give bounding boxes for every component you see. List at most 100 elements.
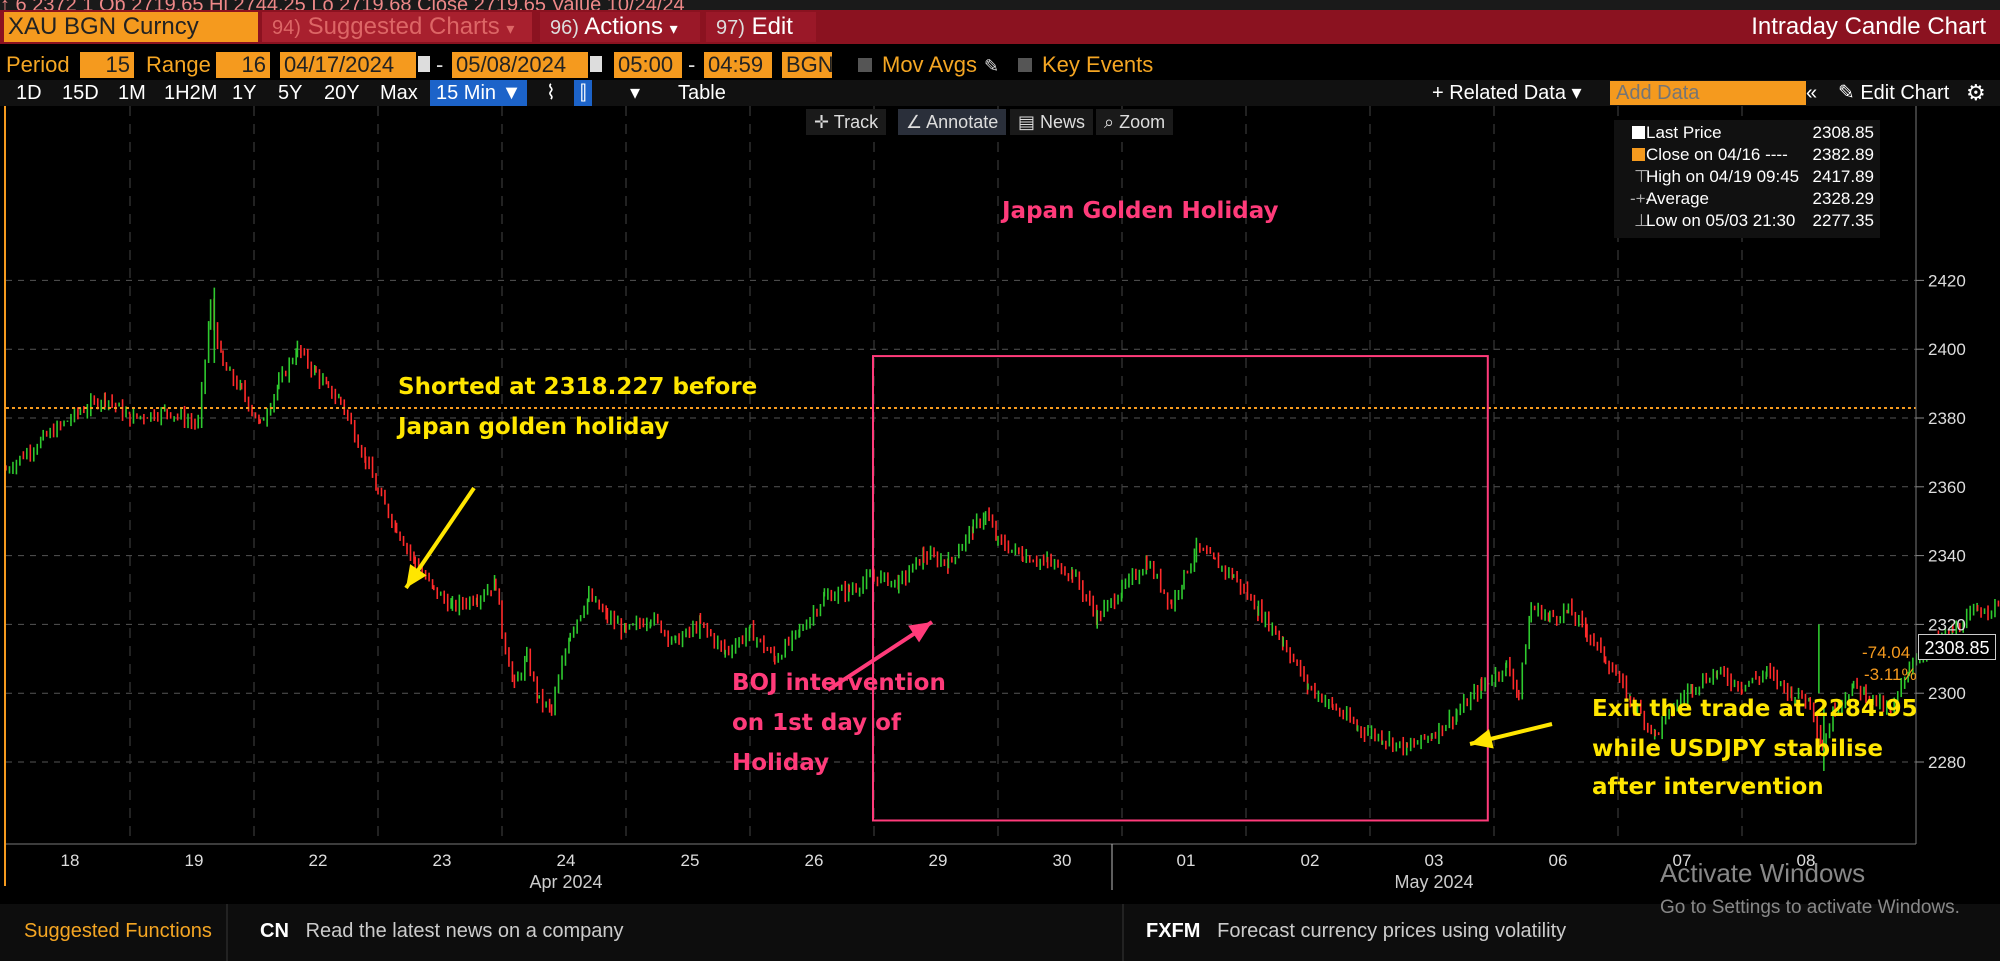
tf-1d-button[interactable]: 1D xyxy=(16,82,42,104)
fxfm-desc: Forecast currency prices using volatilit… xyxy=(1217,920,1567,942)
x-tick-label: 19 xyxy=(185,851,204,870)
legend-row-average[interactable]: -+- Average 2328.29 xyxy=(1624,188,1874,210)
calendar-icon[interactable] xyxy=(418,56,430,72)
track-tool[interactable]: ✛ Track xyxy=(806,109,887,135)
tf-5y-button[interactable]: 5Y xyxy=(278,82,303,104)
table-button[interactable]: Table xyxy=(678,82,726,104)
annotation-exit-2: while USDJPY stabilise xyxy=(1592,736,1883,762)
actions-num: 96) xyxy=(550,17,579,39)
month-label-apr: Apr 2024 xyxy=(529,872,602,892)
arrow-boj-intervention-head xyxy=(908,622,932,643)
activate-windows-watermark: Activate Windows Go to Settings to activ… xyxy=(1660,858,1960,919)
cn-function-link[interactable]: CN Read the latest news on a company xyxy=(260,920,624,943)
candle-chart-icon[interactable]: ⫿ xyxy=(574,80,593,106)
y-axis-ticks: 2280 2300 2320 2340 2360 2380 2400 2420 xyxy=(1916,271,1966,772)
gear-icon[interactable]: ⚙ xyxy=(1966,80,1986,105)
golden-holiday-box xyxy=(872,355,1489,822)
cn-desc: Read the latest news on a company xyxy=(305,920,624,942)
time-dash: - xyxy=(688,52,696,77)
legend-row-low[interactable]: ⊥ Low on 05/03 21:30 2277.35 xyxy=(1624,210,1874,232)
suggested-label: Suggested Charts xyxy=(307,13,500,40)
source-field[interactable]: BGN xyxy=(782,52,834,78)
start-time-field[interactable]: 05:00 xyxy=(614,52,682,78)
chart-title: Intraday Candle Chart xyxy=(1751,13,1986,40)
legend-row-last-price[interactable]: Last Price 2308.85 xyxy=(1624,122,1874,144)
tf-1m-button[interactable]: 1M xyxy=(118,82,146,104)
magnifier-icon: ⌕ xyxy=(1104,112,1115,132)
legend-label: Last Price xyxy=(1646,123,1722,142)
x-tick-label: 23 xyxy=(433,851,452,870)
edit-button[interactable]: 97) Edit ▾ xyxy=(706,12,816,69)
candle-chart[interactable]: 2280 2300 2320 2340 2360 2380 2400 2420 18 19 22 2… xyxy=(0,106,2000,896)
x-tick-label: 24 xyxy=(557,851,576,870)
x-tick-label: 18 xyxy=(61,851,80,870)
legend-value: 2417.89 xyxy=(1812,167,1874,186)
tf-1y-button[interactable]: 1Y xyxy=(232,82,257,104)
pencil-icon: ∠ xyxy=(906,112,923,132)
line-chart-icon[interactable]: ⌇ xyxy=(546,82,556,104)
annotate-tool[interactable]: ∠ Annotate xyxy=(898,109,1007,135)
edit-label: Edit xyxy=(751,13,793,40)
crosshair-icon: ✛ xyxy=(814,112,830,132)
suggested-num: 94) xyxy=(272,17,301,39)
end-time-field[interactable]: 04:59 xyxy=(704,52,772,78)
mov-avgs-checkbox[interactable] xyxy=(858,58,872,72)
y-tick-label: 2280 xyxy=(1928,753,1966,772)
calendar-icon[interactable] xyxy=(590,56,602,72)
legend-swatch xyxy=(1632,148,1645,161)
pencil-icon[interactable]: ✎ xyxy=(984,56,1000,76)
mov-avgs-label[interactable]: Mov Avgs xyxy=(882,52,977,77)
x-tick-label: 02 xyxy=(1301,851,1320,870)
collapse-icon[interactable]: « xyxy=(1806,82,1818,104)
arrow-short-entry-head xyxy=(406,564,427,588)
x-tick-label: 26 xyxy=(805,851,824,870)
top-quote-text: ↑ 6 2372 1 Op 2719.65 Hi 2744.25 Lo 2719… xyxy=(0,0,685,10)
start-date-field[interactable]: 04/17/2024 xyxy=(280,52,416,78)
x-tick-label: 01 xyxy=(1177,851,1196,870)
y-tick-label: 2340 xyxy=(1928,547,1966,566)
range-label: Range xyxy=(146,52,211,77)
edit-chart-label: Edit Chart xyxy=(1860,82,1950,104)
tf-max-button[interactable]: Max xyxy=(380,82,418,104)
add-data-input[interactable] xyxy=(1610,81,1806,105)
news-label: News xyxy=(1040,112,1086,132)
y-tick-label: 2300 xyxy=(1928,684,1966,703)
low-marker-icon: ⊥ xyxy=(1634,211,1649,230)
key-events-checkbox[interactable] xyxy=(1018,58,1032,72)
fxfm-code: FXFM xyxy=(1146,920,1201,942)
edit-num: 97) xyxy=(716,17,745,39)
legend-row-close[interactable]: Close on 04/16 ---- 2382.89 xyxy=(1624,144,1874,166)
period-field[interactable]: 15 xyxy=(80,52,134,78)
fxfm-function-link[interactable]: FXFM Forecast currency prices using vola… xyxy=(1146,920,1566,943)
actions-button[interactable]: 96) Actions ▾ xyxy=(540,12,700,42)
edit-chart-button[interactable]: ✎ Edit Chart xyxy=(1838,80,1949,106)
ticker-field[interactable]: XAU BGN Curncy xyxy=(4,12,258,42)
news-tool[interactable]: ▤ News xyxy=(1010,109,1094,135)
legend-value: 2308.85 xyxy=(1812,123,1874,142)
watermark-line2: Go to Settings to activate Windows. xyxy=(1660,897,1960,918)
related-data-button[interactable]: + Related Data ▾ xyxy=(1432,82,1582,104)
x-axis-ticks: 18 19 22 23 24 25 26 29 30 01 02 03 06 07 08 xyxy=(61,851,1816,870)
tf-15min-select[interactable]: 15 Min ▼ xyxy=(430,80,528,106)
legend-row-high[interactable]: ⊤ High on 04/19 09:45 2417.89 xyxy=(1624,166,1874,188)
key-events-label[interactable]: Key Events xyxy=(1042,52,1154,77)
legend-label: High on 04/19 09:45 xyxy=(1646,167,1800,186)
date-dash: - xyxy=(436,52,444,77)
y-tick-label: 2380 xyxy=(1928,409,1966,428)
zoom-label: Zoom xyxy=(1119,112,1166,132)
tf-20y-button[interactable]: 20Y xyxy=(324,82,360,104)
tf-1h2m-button[interactable]: 1H2M xyxy=(164,82,218,104)
chevron-down-icon: ▾ xyxy=(669,21,678,38)
chevron-down-icon[interactable]: ▾ xyxy=(630,82,641,104)
chart-legend: Last Price 2308.85 Close on 04/16 ---- 2… xyxy=(1614,120,1880,238)
suggested-charts-button[interactable]: 94) Suggested Charts ▾ xyxy=(262,12,532,42)
range-field[interactable]: 16 xyxy=(216,52,270,78)
legend-value: 2277.35 xyxy=(1812,211,1874,230)
tf-15d-button[interactable]: 15D xyxy=(62,82,99,104)
last-price-tag: 2308.85 xyxy=(1918,634,1996,660)
annotation-boj-2: on 1st day of xyxy=(732,710,902,736)
chart-grid xyxy=(6,106,1916,844)
zoom-tool[interactable]: ⌕ Zoom xyxy=(1096,109,1174,135)
end-date-field[interactable]: 05/08/2024 xyxy=(452,52,588,78)
month-label-may: May 2024 xyxy=(1394,872,1473,892)
